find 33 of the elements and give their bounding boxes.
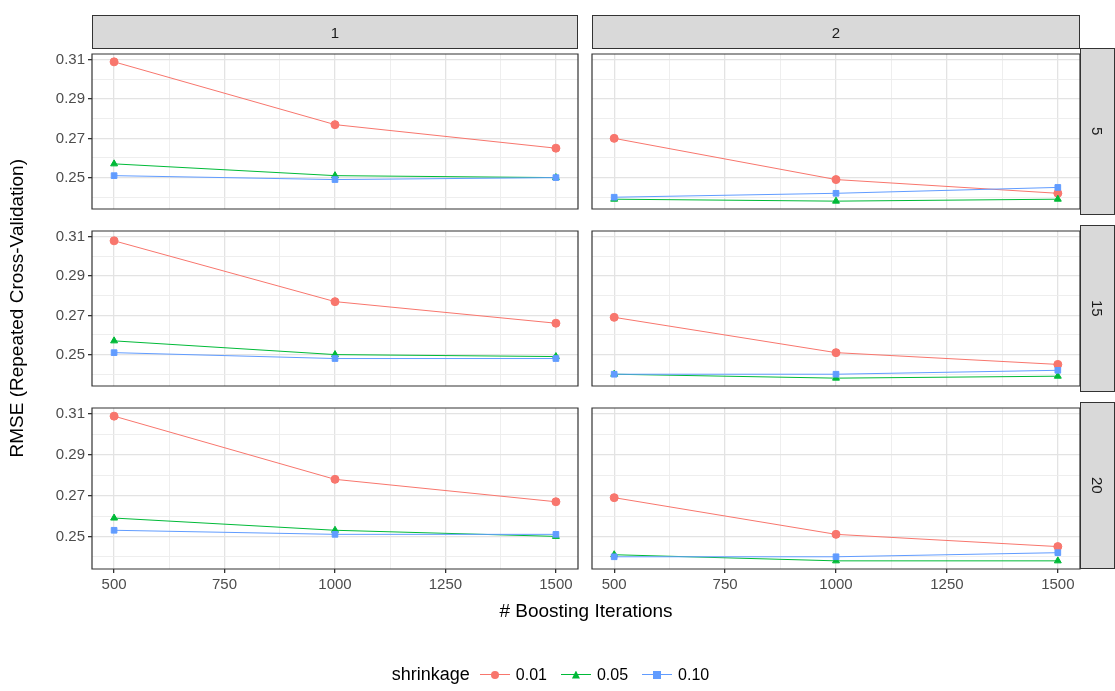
x-tick-label: 1250 bbox=[428, 575, 463, 593]
x-tick-label: 1000 bbox=[819, 575, 853, 593]
y-tick-label: 0.29 bbox=[55, 266, 85, 284]
y-tick-label: 0.27 bbox=[55, 305, 85, 323]
y2-axis-title: 5 bbox=[1089, 127, 1106, 136]
y-tick-label: 0.31 bbox=[55, 404, 85, 422]
x-tick-label: 750 bbox=[212, 575, 238, 593]
y-tick-label: 0.25 bbox=[55, 526, 85, 544]
y-tick-label: 0.27 bbox=[55, 128, 85, 146]
x-tick-label: 1500 bbox=[1041, 575, 1075, 593]
x-tick-label: 750 bbox=[712, 575, 738, 593]
y-tick-label: 0.27 bbox=[55, 485, 85, 503]
legend-label: 0.05 bbox=[596, 665, 629, 684]
y-tick-label: 0.29 bbox=[55, 445, 85, 463]
y2-axis-title: 15 bbox=[1089, 300, 1106, 317]
y-axis-title: RMSE (Repeated Cross-Validation) bbox=[6, 159, 28, 458]
chart-title: 1 bbox=[92, 15, 578, 49]
x-tick-label: 500 bbox=[601, 575, 627, 593]
x-tick-label: 1250 bbox=[930, 575, 964, 593]
x-axis-title: # Boosting Iterations bbox=[498, 600, 674, 622]
y-tick-label: 0.25 bbox=[55, 344, 85, 362]
x-tick-label: 1500 bbox=[539, 575, 573, 593]
legend-title: shrinkage bbox=[391, 664, 470, 685]
x-tick-label: 1000 bbox=[318, 575, 352, 593]
y-tick-label: 0.25 bbox=[55, 167, 85, 185]
y-tick-label: 0.29 bbox=[55, 89, 85, 107]
y-tick-label: 0.31 bbox=[55, 50, 85, 68]
y-tick-label: 0.31 bbox=[55, 227, 85, 245]
y2-axis-title: 20 bbox=[1089, 477, 1106, 494]
chart-title: 2 bbox=[592, 15, 1080, 49]
legend-label: 0.01 bbox=[515, 665, 547, 684]
x-tick-label: 500 bbox=[101, 575, 127, 593]
legend-label: 0.10 bbox=[678, 665, 710, 684]
